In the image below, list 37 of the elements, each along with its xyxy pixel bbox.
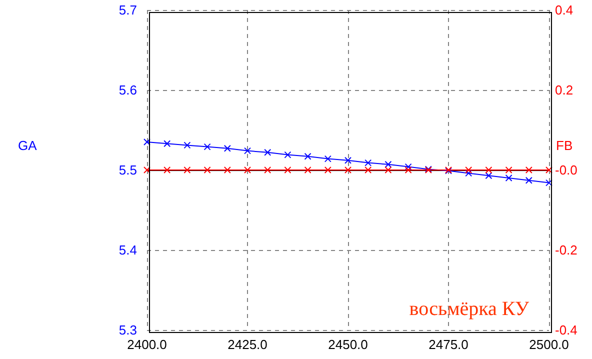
y2-tick-label: -0.2 [555, 242, 578, 258]
point [546, 179, 552, 186]
y-tick-label: 5.3 [118, 322, 137, 338]
x-tick-label: 2450.0 [328, 337, 368, 352]
point [364, 159, 372, 166]
x-tick-label: 2425.0 [228, 337, 268, 352]
point [224, 144, 231, 152]
y2-tick-label: 0.4 [555, 2, 574, 18]
point [324, 155, 332, 162]
x-tick-label: 2400.0 [127, 337, 167, 352]
point [344, 156, 352, 164]
point [164, 140, 171, 148]
x-tick-label: 2500.0 [529, 337, 569, 352]
text: GA [18, 138, 38, 153]
point [505, 174, 512, 182]
series-label: FB [556, 138, 573, 153]
point [144, 138, 150, 146]
point [465, 170, 472, 177]
y-tick-label: 5.4 [118, 242, 137, 258]
point [184, 142, 191, 149]
point [384, 160, 392, 168]
y2-tick-label: 0.2 [555, 82, 574, 98]
y-tick-label: 5.6 [118, 82, 137, 98]
point [244, 147, 251, 154]
annotation: восьмёрка КУ [409, 298, 530, 320]
point [525, 176, 532, 184]
point [284, 151, 292, 158]
y-tick-label: 5.5 [118, 162, 137, 178]
y-tick-label: 5.7 [118, 2, 137, 18]
point [404, 163, 412, 170]
x-tick-label: 2475.0 [428, 337, 468, 352]
point [304, 152, 312, 160]
point [485, 172, 492, 180]
point [204, 143, 211, 150]
y2-tick-label: -0.4 [555, 322, 578, 338]
point [264, 148, 272, 156]
y2-tick-label: -0.0 [555, 162, 578, 178]
